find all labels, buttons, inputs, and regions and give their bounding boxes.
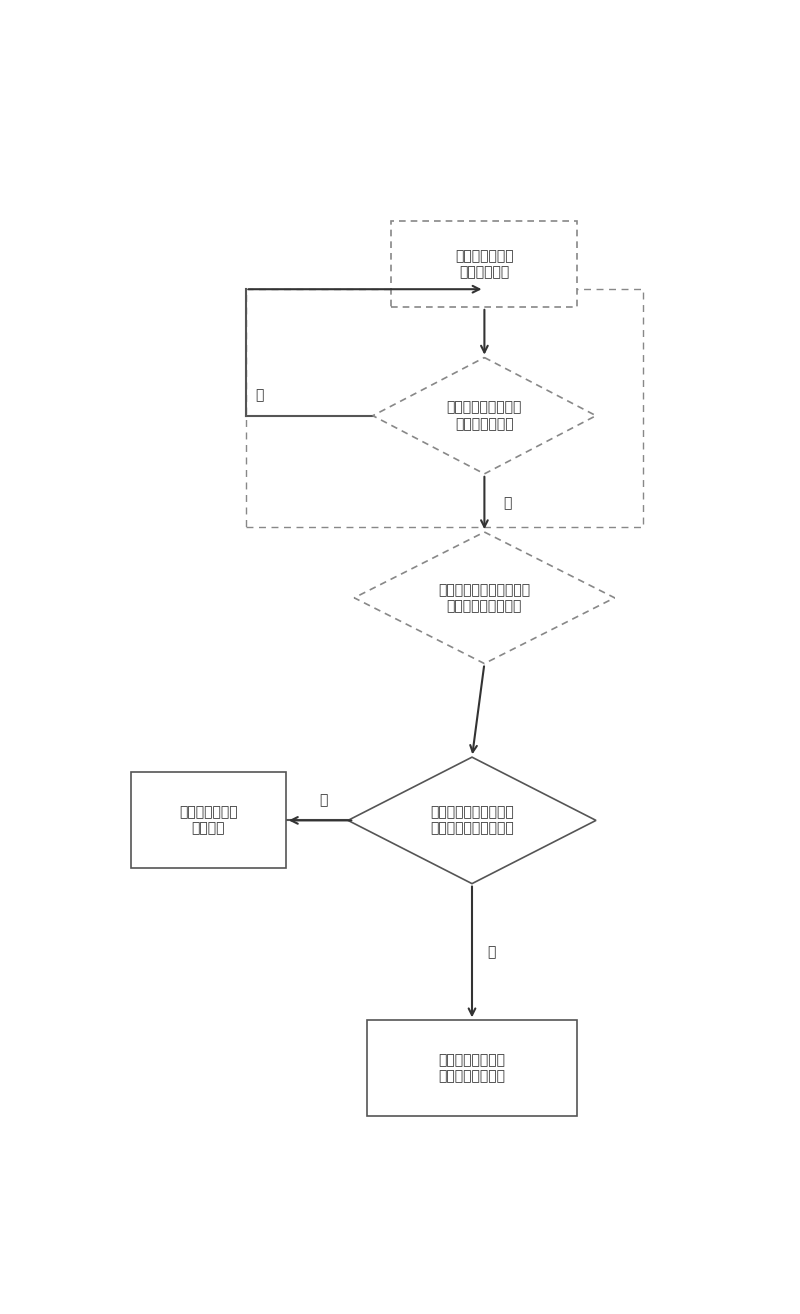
Text: 辨识横缝测缝计埋设
处横缝是否拉开: 辨识横缝测缝计埋设 处横缝是否拉开 [446, 401, 522, 431]
FancyBboxPatch shape [366, 1020, 578, 1117]
Text: 考查灌区横缝的
可灌程度: 考查灌区横缝的 可灌程度 [179, 805, 238, 836]
Text: 是: 是 [487, 945, 496, 959]
Text: 是: 是 [503, 495, 511, 510]
Text: 辨识横缝测缝计埋设处横
缝是否满足灤浆要求: 辨识横缝测缝计埋设处横 缝是否满足灤浆要求 [438, 582, 530, 612]
Text: 考查已灌灌区灤浆
质量是否遇到破坏: 考查已灌灌区灤浆 质量是否遇到破坏 [438, 1054, 506, 1083]
Polygon shape [373, 357, 596, 474]
Text: 否: 否 [255, 389, 263, 402]
Polygon shape [354, 532, 614, 664]
Text: 根据灌区灤浆时间信息
判断灌区是否灤浆完成: 根据灌区灤浆时间信息 判断灌区是否灤浆完成 [430, 805, 514, 836]
Polygon shape [348, 757, 596, 883]
FancyBboxPatch shape [391, 221, 578, 307]
Text: 否: 否 [319, 794, 327, 807]
FancyBboxPatch shape [131, 773, 286, 869]
Text: 实时获取横缝张
开度监测数据: 实时获取横缝张 开度监测数据 [455, 248, 514, 279]
